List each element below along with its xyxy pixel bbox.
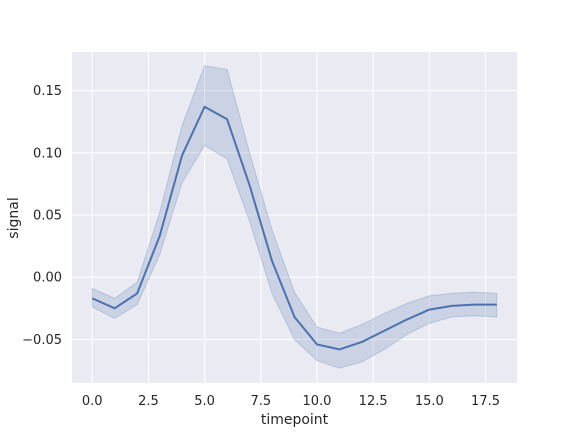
plot-area: [72, 52, 517, 383]
x-axis-ticks: 0.0 2.5 5.0 7.5 10.0 12.5 15.0 17.5: [82, 394, 500, 409]
x-tick-label: 17.5: [471, 394, 500, 409]
x-tick-label: 15.0: [415, 394, 444, 409]
x-tick-label: 0.0: [82, 394, 103, 409]
x-tick-label: 12.5: [359, 394, 388, 409]
x-tick-label: 2.5: [138, 394, 159, 409]
y-tick-label: 0.10: [33, 146, 62, 161]
signal-line: [91, 105, 497, 351]
y-axis-label: signal: [6, 197, 22, 238]
y-tick-label: 0.05: [33, 209, 62, 224]
y-tick-label: 0.00: [33, 271, 62, 286]
x-tick-label: 5.0: [194, 394, 215, 409]
y-axis-ticks: −0.05 0.00 0.05 0.10 0.15: [22, 84, 62, 348]
y-tick-label: −0.05: [22, 333, 62, 348]
y-tick-label: 0.15: [33, 84, 62, 99]
x-tick-label: 10.0: [302, 394, 331, 409]
x-tick-label: 7.5: [250, 394, 271, 409]
confidence-band: [91, 65, 498, 369]
x-axis-label: timepoint: [261, 412, 329, 428]
